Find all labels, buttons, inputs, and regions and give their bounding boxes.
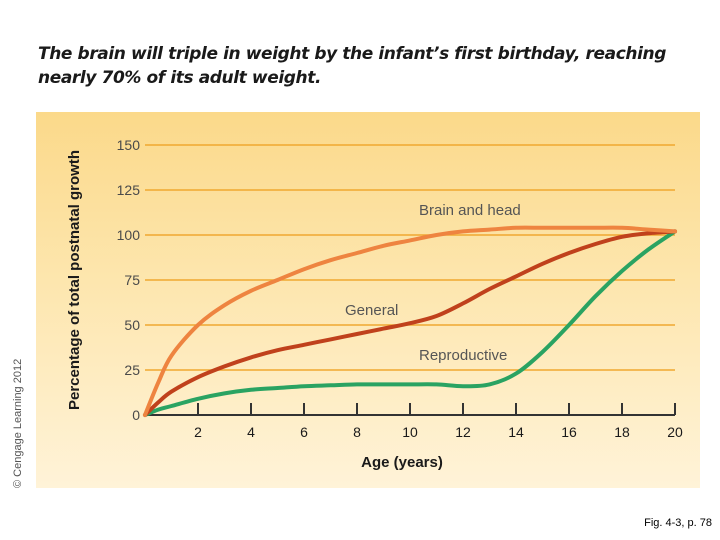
y-tick-label: 50 bbox=[124, 317, 140, 333]
series-line-general bbox=[143, 229, 677, 417]
y-tick-label: 125 bbox=[117, 182, 141, 198]
y-tick-label: 150 bbox=[117, 137, 141, 153]
series-line-reproductive bbox=[143, 229, 677, 417]
series-label-reproductive: Reproductive bbox=[419, 347, 507, 364]
series-line-brain bbox=[143, 225, 677, 417]
slide-title: The brain will triple in weight by the i… bbox=[38, 44, 666, 88]
y-tick-labels: 0 25 50 75 100 125 150 bbox=[117, 137, 141, 423]
x-tick-label: 4 bbox=[247, 424, 255, 440]
y-tick-label: 0 bbox=[132, 407, 140, 423]
x-axis-title: Age (years) bbox=[361, 454, 443, 471]
x-tick-label: 2 bbox=[194, 424, 202, 440]
x-tick-label: 18 bbox=[614, 424, 630, 440]
x-tick-label: 8 bbox=[353, 424, 361, 440]
series-label-general: General bbox=[345, 302, 398, 319]
series-label-brain: Brain and head bbox=[419, 202, 521, 219]
y-tick-label: 75 bbox=[124, 272, 140, 288]
x-tick-label: 16 bbox=[561, 424, 577, 440]
x-axis: 2 4 6 8 10 12 14 16 18 20 bbox=[145, 403, 683, 440]
y-tick-label: 100 bbox=[117, 227, 141, 243]
copyright-text: © Cengage Learning 2012 bbox=[12, 358, 24, 488]
x-tick-label: 14 bbox=[508, 424, 524, 440]
x-tick-label: 6 bbox=[300, 424, 308, 440]
gridlines bbox=[145, 144, 675, 371]
x-tick-label: 12 bbox=[455, 424, 471, 440]
y-axis-title: Percentage of total postnatal growth bbox=[66, 150, 83, 410]
series-lines bbox=[143, 225, 677, 417]
x-tick-label: 10 bbox=[402, 424, 418, 440]
y-tick-label: 25 bbox=[124, 362, 140, 378]
x-tick-label: 20 bbox=[667, 424, 683, 440]
figure-reference: Fig. 4-3, p. 78 bbox=[644, 517, 712, 529]
